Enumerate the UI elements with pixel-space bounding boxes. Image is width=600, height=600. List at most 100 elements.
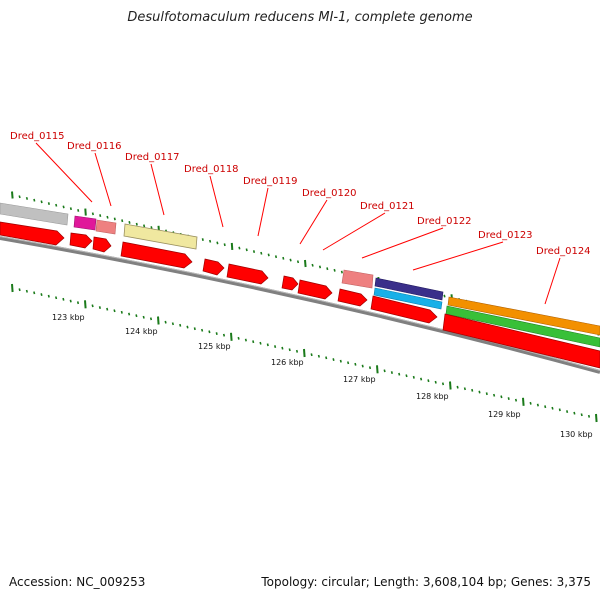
cds-arrow [297, 279, 333, 300]
cds-arrow [92, 236, 112, 253]
leader-line [299, 199, 328, 245]
cds-arrow [442, 313, 600, 369]
leader-line [322, 212, 386, 251]
minor-tick [398, 372, 401, 376]
tick-label: 130 kbp [560, 430, 593, 439]
minor-tick [281, 346, 284, 350]
minor-tick [260, 251, 263, 255]
major-tick [595, 413, 598, 423]
minor-tick [485, 392, 488, 396]
map-title: Desulfotomaculum reducens MI-1, complete… [127, 10, 473, 25]
minor-tick [143, 224, 146, 228]
gene-label: Dred_0115 [10, 131, 65, 142]
magenta-feature [73, 215, 97, 231]
minor-tick [237, 336, 240, 340]
minor-tick [566, 410, 569, 413]
kbp-tick-labels: 123 kbp 124 kbp 125 kbp 126 kbp 127 kbp … [52, 313, 593, 439]
tick-label: 124 kbp [125, 327, 158, 336]
minor-tick [383, 369, 386, 373]
tick-label: 126 kbp [271, 358, 304, 367]
minor-tick [47, 202, 50, 205]
minor-tick [33, 198, 36, 202]
minor-tick [493, 393, 496, 397]
minor-tick [25, 289, 28, 293]
minor-tick [201, 238, 204, 241]
minor-tick [193, 327, 196, 331]
yellow-feature [123, 223, 198, 250]
leader-line [544, 257, 561, 305]
tick-label: 123 kbp [52, 313, 85, 322]
minor-tick [164, 320, 167, 324]
major-tick [303, 348, 306, 358]
cds-arrow [226, 263, 269, 285]
leader-line [209, 175, 224, 228]
minor-tick [289, 258, 292, 262]
minor-tick [62, 297, 65, 301]
cds-arrow [0, 221, 65, 246]
minor-tick [69, 207, 72, 211]
gene-label: Dred_0117 [125, 152, 180, 163]
cds-arrow [281, 275, 299, 291]
gene-label: Dred_0122 [417, 216, 472, 227]
minor-tick [333, 268, 336, 272]
major-tick [84, 300, 87, 309]
minor-tick [368, 366, 372, 370]
minor-tick [98, 306, 101, 309]
cyan-feature [373, 287, 443, 310]
cds-arrow [120, 241, 193, 269]
minor-tick [142, 315, 145, 319]
leader-line [257, 187, 269, 237]
minor-tick [390, 371, 393, 374]
feature-bars [0, 202, 600, 348]
minor-tick [434, 380, 437, 384]
pink-feature-1 [95, 219, 117, 235]
minor-tick [529, 401, 532, 405]
minor-tick [266, 343, 269, 347]
minor-tick [91, 304, 94, 308]
minor-tick [18, 195, 21, 199]
minor-tick [40, 200, 43, 204]
tick-label: 129 kbp [488, 410, 521, 419]
gray-feature [0, 202, 69, 226]
gene-label: Dred_0120 [302, 188, 357, 199]
minor-tick [208, 330, 211, 334]
major-tick [376, 365, 379, 374]
minor-tick [427, 379, 430, 383]
minor-tick [223, 243, 226, 247]
minor-tick [25, 196, 29, 200]
minor-tick [347, 361, 350, 365]
minor-tick [405, 374, 408, 378]
minor-tick [238, 246, 241, 250]
minor-tick [551, 406, 554, 410]
minor-tick [215, 332, 218, 335]
minor-tick [282, 256, 285, 260]
minor-tick [55, 203, 58, 207]
minor-tick [443, 294, 446, 298]
gene-label: Dred_0123 [478, 230, 533, 241]
minor-tick [544, 405, 547, 409]
genome-backbone [0, 236, 600, 374]
gene-label: Dred_0121 [360, 201, 415, 212]
minor-tick [288, 348, 291, 352]
minor-tick [113, 309, 116, 313]
minor-tick [340, 270, 343, 274]
leader-line [94, 152, 112, 207]
major-tick [522, 397, 525, 406]
leader-line [412, 241, 504, 271]
minor-tick [471, 388, 474, 392]
pink-feature-2 [341, 269, 374, 289]
minor-tick [179, 323, 182, 327]
minor-tick [463, 387, 466, 391]
major-tick [230, 332, 233, 341]
minor-tick [99, 214, 102, 217]
minor-tick [113, 217, 116, 221]
major-tick [230, 242, 234, 250]
minor-tick [252, 340, 255, 344]
minor-tick [295, 349, 299, 353]
minor-tick [216, 241, 219, 245]
cds-arrow [370, 295, 438, 324]
minor-tick [55, 296, 58, 300]
gene-labels: Dred_0115 Dred_0116 Dred_0117 Dred_0118 … [10, 131, 591, 257]
